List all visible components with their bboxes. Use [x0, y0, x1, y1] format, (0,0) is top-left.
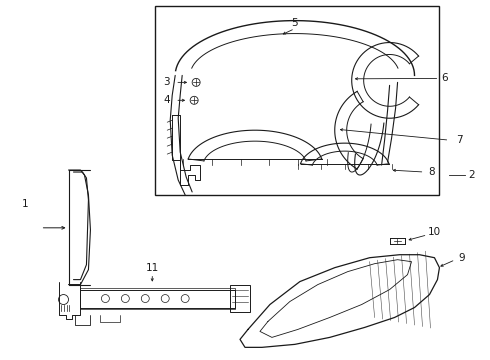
- Text: 10: 10: [428, 227, 441, 237]
- Bar: [80, 289, 235, 307]
- Text: 9: 9: [458, 253, 465, 263]
- Text: 1: 1: [23, 199, 29, 209]
- Text: 2: 2: [468, 170, 475, 180]
- Text: 7: 7: [456, 135, 463, 145]
- Text: 11: 11: [146, 263, 159, 273]
- Text: 5: 5: [292, 18, 298, 28]
- Bar: [80, 288, 235, 310]
- Text: 3: 3: [164, 77, 170, 87]
- Bar: [155, 6, 440, 195]
- Bar: [230, 285, 250, 312]
- Text: 8: 8: [428, 167, 435, 177]
- Text: 6: 6: [441, 73, 448, 84]
- Text: 4: 4: [164, 95, 170, 105]
